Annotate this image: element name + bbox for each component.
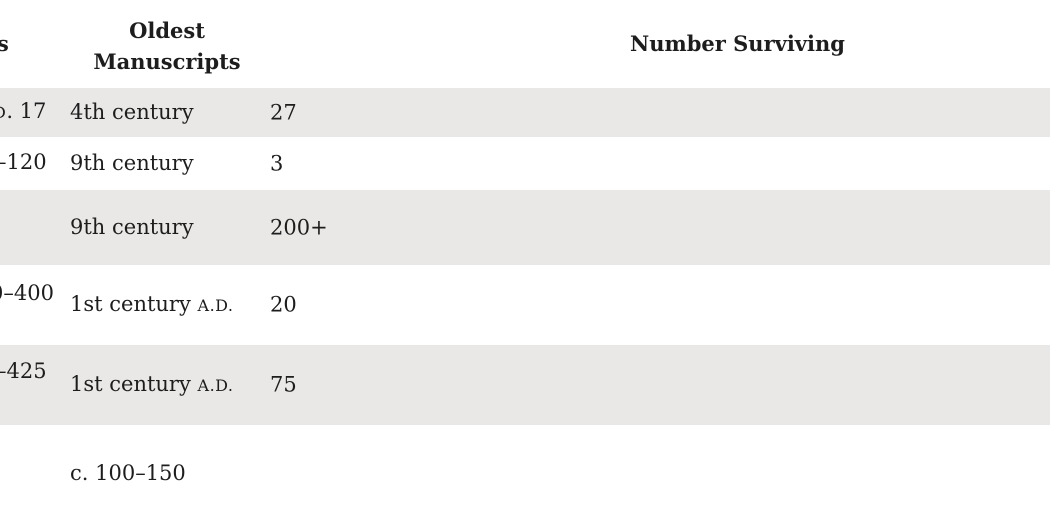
oldest-text: 1st century <box>70 372 198 396</box>
column-header-dates-fragment: s <box>0 31 9 56</box>
oldest-text: 9th century <box>70 214 194 239</box>
table-header-row: s Oldest Manuscripts Number Surviving <box>0 0 1050 88</box>
date-fragment-text: –425 <box>0 359 47 383</box>
table-row: D. 17 4th century 27 <box>0 88 1050 137</box>
oldest-text: c. 100–150 <box>70 461 186 485</box>
column-header-oldest-manuscripts: Oldest Manuscripts <box>52 15 282 77</box>
table-row: 9th century 200+ <box>0 190 1050 265</box>
column-header-oldest-line2: Manuscripts <box>93 49 241 74</box>
number-surviving-cell: c. 5,700 (counting only Greek manuscript… <box>270 452 1050 525</box>
oldest-manuscripts-cell: 4th century <box>70 99 194 125</box>
number-surviving-cell: 3 <box>270 151 284 175</box>
column-header-oldest-line1: Oldest <box>129 18 205 43</box>
date-fragment-cell: –120 <box>0 151 47 175</box>
oldest-text: 1st century <box>70 292 198 316</box>
oldest-suffix: A.D. <box>197 296 234 315</box>
date-fragment-cell: D. 17 <box>0 100 46 124</box>
table-row: –120 9th century 3 <box>0 137 1050 190</box>
date-fragment-text: 0–400 <box>0 281 54 305</box>
oldest-text: 4th century <box>70 99 194 124</box>
table-row: c. 100–150 c. 5,700 (counting only Greek… <box>0 425 1050 525</box>
column-header-number-surviving: Number Surviving <box>630 31 845 56</box>
oldest-manuscripts-cell: 1st century A.D. <box>70 373 234 397</box>
date-fragment-cell: 0–400 <box>0 282 54 306</box>
oldest-suffix: A.D. <box>197 376 234 395</box>
table-row: 0–400 1st century A.D. 20 <box>0 265 1050 345</box>
oldest-manuscripts-cell: 1st century A.D. <box>70 293 234 317</box>
oldest-manuscripts-cell: 9th century <box>70 150 194 176</box>
number-surviving-cell: 27 <box>270 100 297 124</box>
number-surviving-cell: 200+ <box>270 215 328 239</box>
table-row: –425 1st century A.D. 75 <box>0 345 1050 425</box>
date-fragment-smallcap: D <box>0 103 6 122</box>
number-surviving-cell: 75 <box>270 372 297 397</box>
oldest-manuscripts-cell: 9th century <box>70 214 194 240</box>
date-fragment-text: –120 <box>0 150 47 174</box>
oldest-manuscripts-cell: c. 100–150 <box>70 462 186 486</box>
date-fragment-text: . 17 <box>6 99 47 123</box>
oldest-text: 9th century <box>70 150 194 175</box>
number-surviving-cell: 20 <box>270 292 297 317</box>
date-fragment-cell: –425 <box>0 360 47 384</box>
number-surviving-line1: c. 5,700 (counting only Greek manuscript… <box>270 520 1050 525</box>
